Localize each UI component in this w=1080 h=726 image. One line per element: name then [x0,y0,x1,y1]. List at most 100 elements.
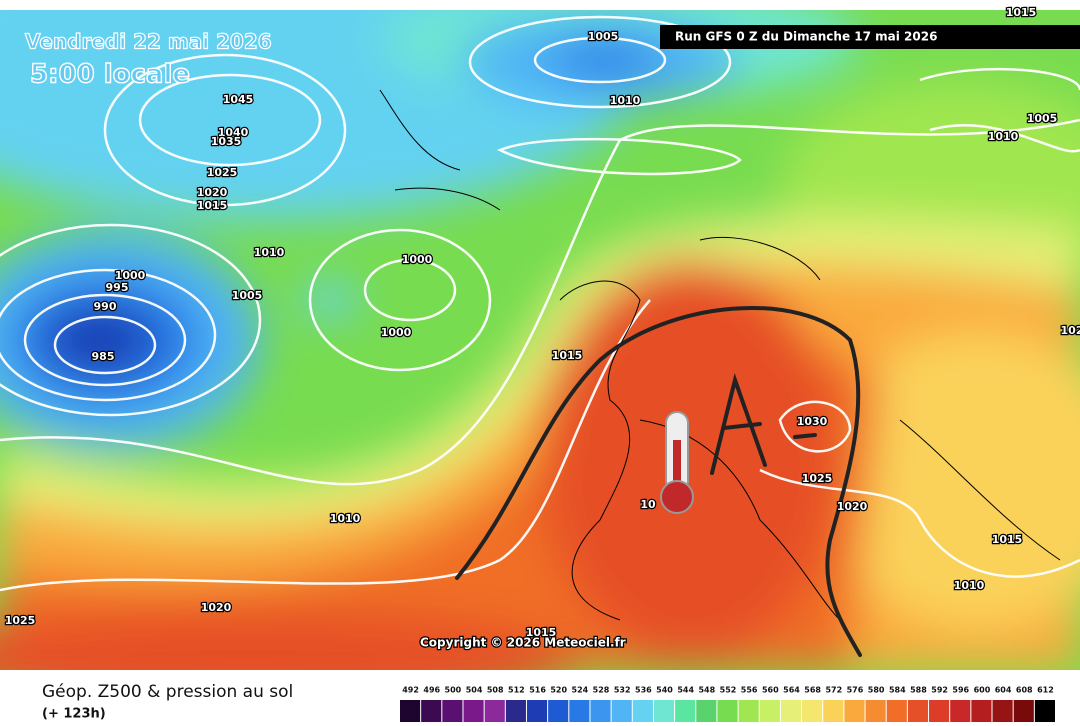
colorbar-swatch [823,700,844,722]
colorbar-label: 520 [550,686,567,695]
isobar-label: 1045 [223,93,254,106]
colorbar-label: 492 [402,686,419,695]
isobar-label: 1005 [1027,112,1058,125]
isobar-label: 102 [1061,324,1080,337]
colorbar-label: 508 [487,686,504,695]
colorbar-label: 524 [572,686,589,695]
colorbar-swatch [844,700,865,722]
ridge-axis [455,306,862,657]
colorbar-label: 580 [868,686,885,695]
coastlines [379,89,1061,621]
colorbar-label: 560 [762,686,779,695]
colorbar-swatch [738,700,759,722]
isobar-label: 1025 [5,614,36,627]
isobar-label: 1015 [1006,6,1037,19]
isobar-label: 1015 [526,626,557,639]
colorbar-swatch [950,700,971,722]
isobar-label: 1010 [610,94,641,107]
colorbar-swatch [759,700,780,722]
colorbar-label: 552 [720,686,737,695]
colorbar-label: 536 [635,686,652,695]
isobar-label: 1010 [330,512,361,525]
colorbar-swatch [929,700,950,722]
colorbar-swatch [992,700,1013,722]
isobar-label: 1025 [207,166,238,179]
colorbar-swatch [907,700,929,722]
colorbar-label: 576 [847,686,864,695]
colorbar-swatch [526,700,548,722]
isobar-label: 1000 [381,326,412,339]
colorbar-label: 528 [593,686,610,695]
colorbar-swatch [632,700,653,722]
date-label: Vendredi 22 mai 2026 [25,30,272,54]
isobar-label: 1010 [988,130,1019,143]
isobar-label: 1015 [552,349,583,362]
colorbar-label: 596 [952,686,969,695]
colorbar-swatch [865,700,886,722]
colorbar-label: 572 [825,686,842,695]
colorbar-swatch [696,700,717,722]
run-label: Run GFS 0 Z du Dimanche 17 mai 2026 [675,30,937,44]
isobar-label: 1015 [197,199,228,212]
footer-lead: (+ 123h) [42,707,106,722]
isobar-label: 1020 [837,500,868,513]
time-label: 5:00 locale [30,60,190,90]
colorbar-swatch [463,700,484,722]
colorbar-swatch [1013,700,1034,722]
colorbar-label: 600 [974,686,991,695]
colorbar-swatch [400,700,421,722]
isobars [0,15,1080,592]
colorbar-swatch [802,700,823,722]
isobar-label: 1000 [115,269,146,282]
colorbar-swatch [421,700,442,722]
isobar-label: 1010 [954,579,985,592]
colorbar-swatch [653,700,675,722]
colorbar-swatch [971,700,992,722]
isobar-label: 1000 [402,253,433,266]
isobar-label: 1025 [802,472,833,485]
isobar-label: 985 [92,350,115,363]
colorbar-swatch [590,700,611,722]
colorbar-label: 612 [1037,686,1054,695]
isobar-label: 1005 [232,289,263,302]
copyright: Copyright © 2026 Meteociel.fr [420,636,626,650]
colorbar-swatch [569,700,590,722]
colorbar-swatch [484,700,505,722]
colorbar-swatch [442,700,463,722]
colorbar-label: 532 [614,686,631,695]
colorbar-swatch [886,700,907,722]
colorbar-label: 544 [677,686,694,695]
colorbar-swatch [675,700,696,722]
colorbar-swatch [548,700,569,722]
colorbar-label: 608 [1016,686,1033,695]
map-background [0,10,1080,670]
colorbar-label: 548 [698,686,715,695]
isobar-label: 1040 [218,126,249,139]
colorbar-label: 564 [783,686,800,695]
isobar-label: 1020 [201,601,232,614]
colorbar-label: 592 [931,686,948,695]
colorbar-swatch [611,700,632,722]
isobar-label: 1015 [992,533,1023,546]
colorbar-label: 500 [445,686,462,695]
isobar-label: 1030 [797,415,828,428]
colorbar-swatch [780,700,802,722]
colorbar-label: 584 [889,686,906,695]
colorbar-label: 568 [804,686,821,695]
colorbar-label: 540 [656,686,673,695]
isobar-label: 995 [106,281,129,294]
isobar-label: 1005 [588,30,619,43]
colorbar-label: 496 [423,686,440,695]
isobar-label: 10 [640,498,656,511]
colorbar-swatch [1034,700,1055,722]
anticyclone-mark [710,373,817,475]
footer-title: Géop. Z500 & pression au sol [42,682,293,702]
colorbar-label: 504 [466,686,483,695]
isobar-label: 1010 [254,246,285,259]
colorbar-label: 588 [910,686,927,695]
colorbar-swatch [505,700,526,722]
colorbar-label: 512 [508,686,525,695]
isobar-label: 1020 [197,186,228,199]
